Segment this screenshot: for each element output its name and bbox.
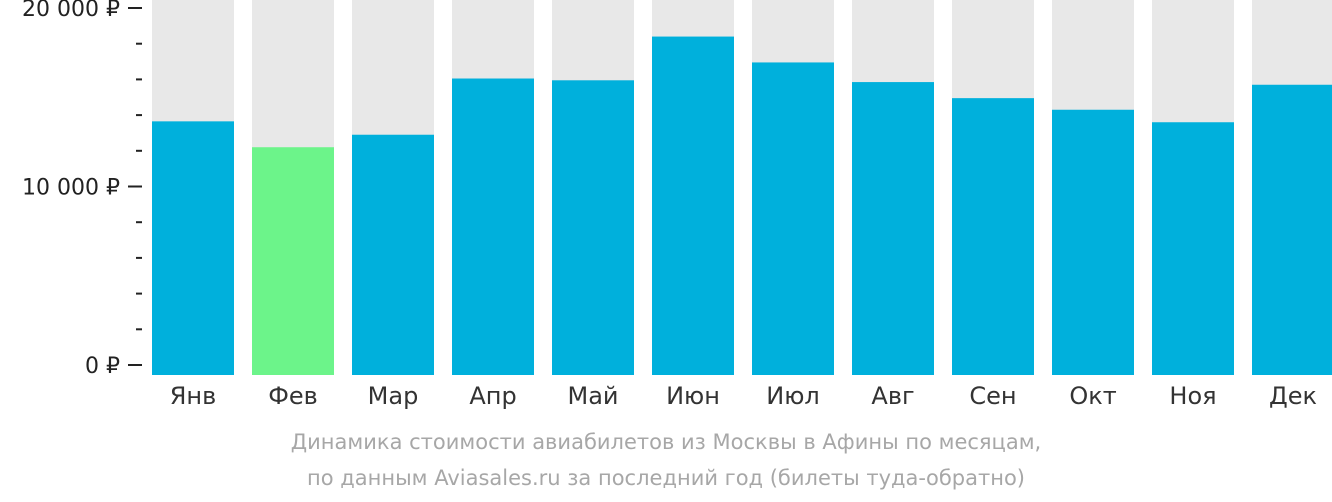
x-axis-labels: Янв Фев Мар Апр Май Июн Июл Авг Сен Окт Ноя Дек — [170, 382, 1317, 410]
x-tick-label: Дек — [1269, 382, 1317, 410]
chart-caption-line1: Динамика стоимости авиабилетов из Москвы… — [290, 430, 1042, 454]
bar-11[interactable] — [1152, 122, 1234, 376]
bar-10[interactable] — [1052, 109, 1134, 376]
x-tick-label: Июл — [766, 382, 820, 410]
x-tick-label: Ноя — [1169, 382, 1216, 410]
x-tick-label: Сен — [969, 382, 1016, 410]
bar-8[interactable] — [852, 82, 934, 375]
x-tick-label: Мар — [368, 382, 419, 410]
x-tick-label: Фев — [268, 382, 318, 410]
bar-12[interactable] — [1252, 84, 1332, 375]
bar-3[interactable] — [352, 134, 434, 375]
bar-7[interactable] — [752, 62, 834, 375]
y-tick-label: 20 000 ₽ — [22, 0, 120, 22]
x-tick-label: Апр — [469, 382, 516, 410]
x-tick-label: Май — [567, 382, 618, 410]
bar-4[interactable] — [452, 78, 534, 375]
bar-5[interactable] — [552, 80, 634, 375]
x-tick-label: Янв — [170, 382, 217, 410]
x-tick-label: Авг — [871, 382, 914, 410]
bar-6[interactable] — [652, 36, 734, 376]
y-axis: 20 000 ₽ 10 000 ₽ 0 ₽ — [22, 0, 142, 379]
bar-9[interactable] — [952, 98, 1034, 375]
bars — [152, 36, 1332, 376]
chart-caption-line2: по данным Aviasales.ru за последний год … — [307, 466, 1025, 490]
bar-2[interactable] — [252, 147, 334, 375]
x-tick-label: Июн — [666, 382, 720, 410]
y-tick-label: 0 ₽ — [85, 354, 120, 379]
bar-1[interactable] — [152, 121, 234, 375]
y-tick-label: 10 000 ₽ — [22, 176, 120, 201]
x-tick-label: Окт — [1069, 382, 1116, 410]
